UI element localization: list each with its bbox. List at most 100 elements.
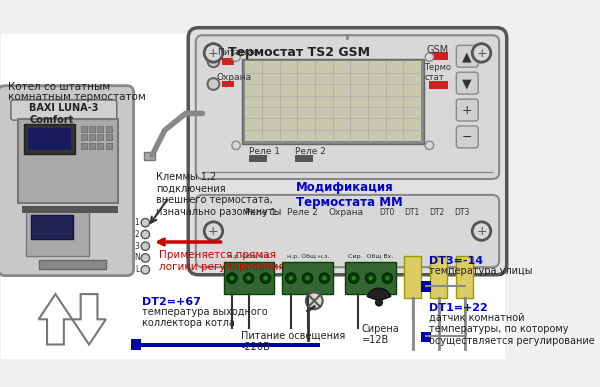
- FancyBboxPatch shape: [457, 126, 478, 148]
- Text: датчик комнатной
температуры, по которому
осуществляется регулирование: датчик комнатной температуры, по котором…: [430, 313, 595, 346]
- Bar: [222, 80, 233, 87]
- Circle shape: [204, 44, 223, 62]
- Circle shape: [385, 276, 389, 280]
- Bar: [131, 339, 141, 349]
- Bar: [97, 143, 103, 149]
- Circle shape: [232, 141, 241, 149]
- Text: н.р. Общ н.з.: н.р. Общ н.з.: [287, 254, 329, 259]
- Text: DT2=+67: DT2=+67: [142, 296, 201, 307]
- Bar: [38, 260, 106, 269]
- Bar: [421, 281, 431, 291]
- Text: +: +: [208, 225, 219, 238]
- Bar: [343, 23, 351, 28]
- FancyBboxPatch shape: [457, 45, 478, 67]
- Circle shape: [260, 273, 271, 283]
- Circle shape: [425, 141, 434, 149]
- Bar: [28, 128, 71, 151]
- Bar: [139, 343, 320, 347]
- Circle shape: [263, 276, 268, 280]
- Text: N: N: [134, 253, 140, 262]
- Text: 1: 1: [134, 218, 139, 227]
- Circle shape: [365, 273, 376, 283]
- Text: GSM: GSM: [427, 45, 449, 55]
- Text: температура улицы: температура улицы: [430, 266, 533, 276]
- Bar: [17, 119, 118, 203]
- Text: DT1: DT1: [404, 207, 419, 217]
- Bar: [26, 210, 89, 256]
- Circle shape: [230, 276, 234, 280]
- Text: Применяется прямая
логики регулирования: Применяется прямая логики регулирования: [159, 250, 284, 272]
- Circle shape: [382, 273, 392, 283]
- Bar: [249, 156, 267, 162]
- Bar: [80, 143, 86, 149]
- Bar: [89, 143, 95, 149]
- Circle shape: [141, 242, 149, 250]
- Bar: [106, 126, 112, 132]
- Circle shape: [349, 273, 359, 283]
- Bar: [295, 156, 313, 162]
- Circle shape: [302, 273, 313, 283]
- Bar: [430, 52, 448, 60]
- Text: DT3=-14: DT3=-14: [430, 256, 484, 266]
- Text: Реле 2: Реле 2: [295, 147, 326, 156]
- Bar: [89, 126, 95, 132]
- Circle shape: [305, 276, 310, 280]
- Circle shape: [286, 273, 296, 283]
- Text: Охрана: Охрана: [329, 207, 364, 217]
- Bar: [80, 126, 86, 132]
- Circle shape: [227, 273, 237, 283]
- Text: Питание освещения
-220В: Питание освещения -220В: [241, 330, 346, 352]
- Bar: [22, 206, 118, 212]
- Circle shape: [141, 230, 149, 239]
- Bar: [106, 143, 112, 149]
- Text: Реле 1: Реле 1: [249, 147, 280, 156]
- Text: +: +: [208, 47, 219, 60]
- Text: Реле 2: Реле 2: [287, 207, 317, 217]
- FancyBboxPatch shape: [196, 35, 499, 179]
- FancyBboxPatch shape: [457, 99, 478, 121]
- Circle shape: [208, 78, 220, 90]
- Bar: [430, 82, 448, 89]
- Polygon shape: [72, 294, 106, 344]
- Bar: [80, 134, 86, 140]
- Text: ▲: ▲: [463, 51, 472, 63]
- FancyBboxPatch shape: [11, 100, 117, 120]
- Bar: [31, 215, 73, 239]
- Circle shape: [306, 293, 323, 309]
- Circle shape: [376, 299, 382, 306]
- Bar: [106, 134, 112, 140]
- Text: DT2: DT2: [430, 207, 445, 217]
- Text: ▼: ▼: [463, 77, 472, 91]
- Text: 3: 3: [134, 242, 139, 251]
- Circle shape: [141, 254, 149, 262]
- Circle shape: [425, 53, 434, 61]
- Text: DT3: DT3: [455, 207, 470, 217]
- Bar: [457, 256, 473, 298]
- Circle shape: [232, 53, 241, 61]
- Circle shape: [141, 265, 149, 274]
- Bar: [25, 124, 75, 154]
- Text: Модификация
Термостата ММ: Модификация Термостата ММ: [296, 181, 403, 209]
- Text: 2: 2: [134, 230, 139, 239]
- Bar: [404, 256, 421, 298]
- Bar: [283, 262, 333, 294]
- Bar: [97, 134, 103, 140]
- Wedge shape: [367, 288, 391, 301]
- Bar: [430, 256, 447, 298]
- Polygon shape: [38, 294, 72, 344]
- Text: DT1=+22: DT1=+22: [430, 303, 488, 313]
- FancyBboxPatch shape: [188, 28, 507, 275]
- Text: +: +: [476, 225, 487, 238]
- Text: DT0: DT0: [379, 207, 394, 217]
- FancyBboxPatch shape: [196, 195, 499, 267]
- Bar: [97, 126, 103, 132]
- Circle shape: [322, 276, 326, 280]
- Text: комнатным термостатом: комнатным термостатом: [8, 92, 145, 103]
- Circle shape: [368, 276, 373, 280]
- Text: Реле 1: Реле 1: [245, 207, 275, 217]
- Bar: [89, 134, 95, 140]
- Circle shape: [319, 273, 329, 283]
- Bar: [224, 262, 274, 294]
- Circle shape: [247, 276, 251, 280]
- Circle shape: [352, 276, 356, 280]
